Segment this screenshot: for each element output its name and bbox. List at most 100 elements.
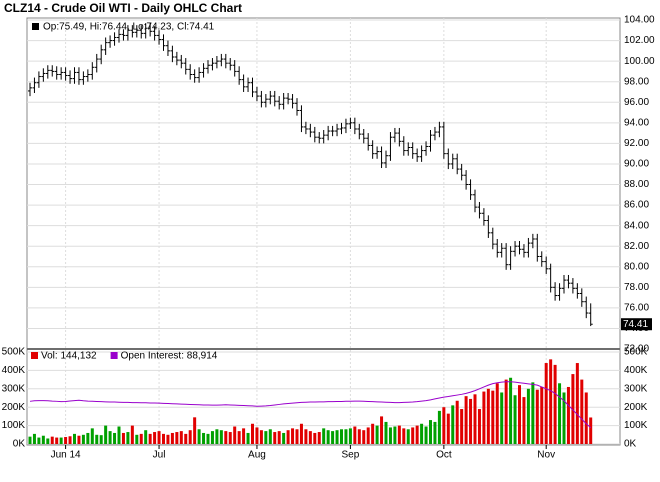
volume-bar <box>64 437 68 444</box>
volume-bar <box>259 430 263 444</box>
volume-bar <box>380 416 384 444</box>
volume-bar <box>193 417 197 444</box>
volume-bar <box>473 394 477 444</box>
volume-bar <box>446 413 450 444</box>
volume-bar <box>522 397 526 444</box>
volume-bar <box>464 396 468 444</box>
volume-bar <box>313 432 317 444</box>
y-tick-label: 90.00 <box>624 159 649 170</box>
volume-bar <box>224 431 228 444</box>
volume-bar <box>308 431 312 444</box>
legend-label: Op:75.49, Hi:76.44, Lo:74.23, Cl:74.41 <box>43 22 215 33</box>
volume-bar <box>242 428 246 444</box>
volume-bar <box>202 432 206 444</box>
y-tick-label: 102.00 <box>624 35 655 46</box>
volume-bar <box>121 432 125 444</box>
volume-bar <box>584 392 588 444</box>
legend-swatch <box>32 23 39 30</box>
volume-bar <box>566 386 570 444</box>
y-tick-label-left: 100K <box>2 420 26 431</box>
volume-bar <box>197 429 201 444</box>
volume-bar <box>509 377 513 444</box>
price-legend: Op:75.49, Hi:76.44, Lo:74.23, Cl:74.41 <box>29 20 215 33</box>
volume-bar <box>170 432 174 444</box>
volume-bar <box>117 426 121 444</box>
y-tick-label: 400K <box>624 365 648 376</box>
volume-bar <box>589 417 593 444</box>
volume-bar <box>402 428 406 444</box>
volume-bar <box>228 432 232 444</box>
volume-bar <box>295 429 299 444</box>
y-tick-label: 80.00 <box>624 261 649 272</box>
volume-bar <box>148 433 152 444</box>
volume-bar <box>451 405 455 444</box>
volume-bar <box>353 426 357 444</box>
volume-bar <box>108 431 112 444</box>
volume-bar <box>86 432 90 444</box>
volume-bar <box>144 430 148 444</box>
volume-bar <box>188 430 192 444</box>
y-tick-label: 300K <box>624 383 648 394</box>
legend-swatch <box>110 352 118 359</box>
volume-bar <box>411 427 415 444</box>
volume-bar <box>518 385 521 444</box>
volume-bar <box>415 425 419 444</box>
y-tick-label: 500K <box>624 347 648 358</box>
x-tick-label: Jun 14 <box>51 450 81 461</box>
volume-bar <box>482 391 486 444</box>
volume-bar <box>540 386 544 444</box>
y-tick-label: 88.00 <box>624 179 649 190</box>
volume-bar <box>206 433 210 444</box>
y-tick-label: 100.00 <box>624 56 655 67</box>
volume-bar <box>46 438 50 444</box>
volume-bar <box>406 429 410 444</box>
volume-bar <box>299 423 303 444</box>
volume-bar <box>571 374 575 444</box>
volume-bar <box>68 436 72 444</box>
volume-bar <box>357 429 361 444</box>
legend-label: Open Interest: 88,914 <box>121 351 218 362</box>
volume-bar <box>437 410 441 444</box>
open-interest-line <box>29 381 592 429</box>
volume-bar <box>442 407 446 444</box>
volume-bar <box>388 427 392 444</box>
volume-bar <box>331 431 335 444</box>
y-tick-label: 0K <box>624 439 637 450</box>
volume-bar <box>393 426 397 444</box>
volume-bar <box>113 432 117 444</box>
y-tick-label: 86.00 <box>624 200 649 211</box>
volume-bar <box>166 434 170 444</box>
y-tick-label: 84.00 <box>624 220 649 231</box>
y-tick-label: 98.00 <box>624 76 649 87</box>
volume-bar <box>433 421 437 444</box>
last-price-box <box>621 318 652 331</box>
volume-bar <box>291 428 295 444</box>
volume-bar <box>513 395 517 444</box>
y-tick-label: 100K <box>624 420 648 431</box>
volume-bar <box>335 430 339 444</box>
volume-bar <box>348 428 352 444</box>
plot-frame <box>26 17 621 446</box>
volume-bar <box>77 435 81 444</box>
volume-bar <box>460 409 464 444</box>
x-tick-label: Sep <box>342 450 360 461</box>
volume-bar <box>95 434 99 444</box>
volume-bar <box>495 383 499 444</box>
volume-bar <box>37 437 41 444</box>
volume-bar <box>251 423 254 444</box>
volume-bar <box>153 432 157 444</box>
volume-bar <box>486 388 490 444</box>
y-tick-label-left: 0K <box>13 439 26 450</box>
y-tick-label-left: 500K <box>2 347 26 358</box>
y-tick-label-left: 200K <box>2 402 26 413</box>
volume-bar <box>362 430 366 444</box>
y-tick-label: 92.00 <box>624 138 649 149</box>
volume-bar <box>304 429 308 444</box>
volume-bar <box>28 436 32 444</box>
volume-bar <box>104 425 108 444</box>
volume-bar <box>157 431 161 444</box>
volume-bar <box>277 431 281 444</box>
volume-bar <box>317 432 321 444</box>
volume-bar <box>504 379 508 444</box>
volume-bar <box>162 433 165 444</box>
